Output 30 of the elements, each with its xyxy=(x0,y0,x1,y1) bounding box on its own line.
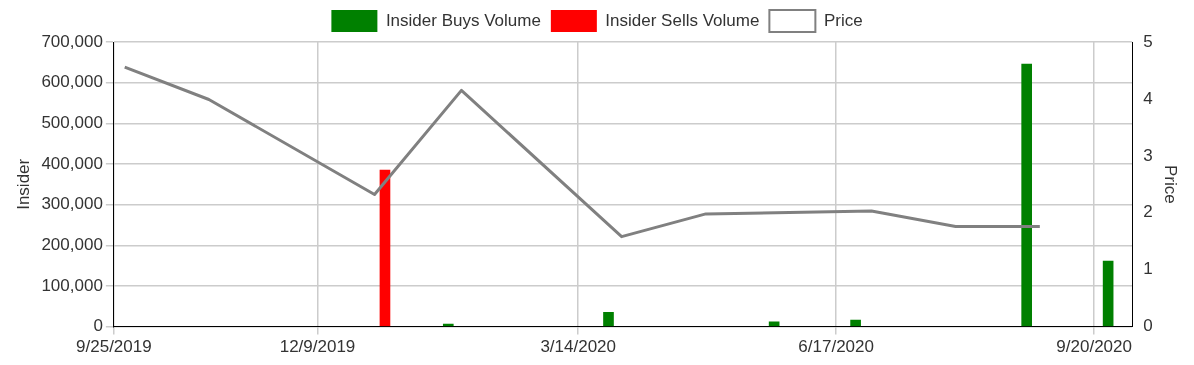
y2-tick-label: 5 xyxy=(1143,31,1153,51)
y-tick-label: 500,000 xyxy=(41,113,103,132)
y-axis-title: Insider xyxy=(13,158,33,210)
y-tick-label: 0 xyxy=(93,316,103,336)
y2-tick-label: 3 xyxy=(1143,145,1153,165)
bar xyxy=(1102,260,1114,327)
x-tick-label: 9/20/2020 xyxy=(1056,337,1132,357)
bar xyxy=(603,312,614,327)
bar xyxy=(379,169,391,327)
y2-tick-label: 1 xyxy=(1143,259,1153,279)
bar xyxy=(850,319,861,327)
y-tick-label: 300,000 xyxy=(41,194,103,214)
y-tick-label: 100,000 xyxy=(41,275,103,295)
legend-label: Insider Sells Volume xyxy=(605,10,760,30)
legend-label: Insider Buys Volume xyxy=(385,10,541,30)
bar xyxy=(1021,63,1032,327)
x-tick-label: 9/25/2019 xyxy=(76,337,152,357)
y-tick-label: 700,000 xyxy=(41,31,103,51)
y2-axis-title: Price xyxy=(1161,164,1181,204)
x-tick-label: 3/14/2020 xyxy=(540,337,617,357)
legend-label: Price xyxy=(823,10,863,30)
y-tick-label: 200,000 xyxy=(41,234,103,254)
x-tick-label: 6/17/2020 xyxy=(798,337,874,357)
y2-tick-label: 4 xyxy=(1143,88,1153,108)
y-tick-label: 400,000 xyxy=(41,153,103,173)
bar xyxy=(768,321,780,327)
y-tick-label: 600,000 xyxy=(41,72,103,92)
y2-tick-label: 2 xyxy=(1143,202,1153,222)
x-tick-label: 12/9/2019 xyxy=(279,337,356,357)
y2-tick-label: 0 xyxy=(1143,316,1153,336)
